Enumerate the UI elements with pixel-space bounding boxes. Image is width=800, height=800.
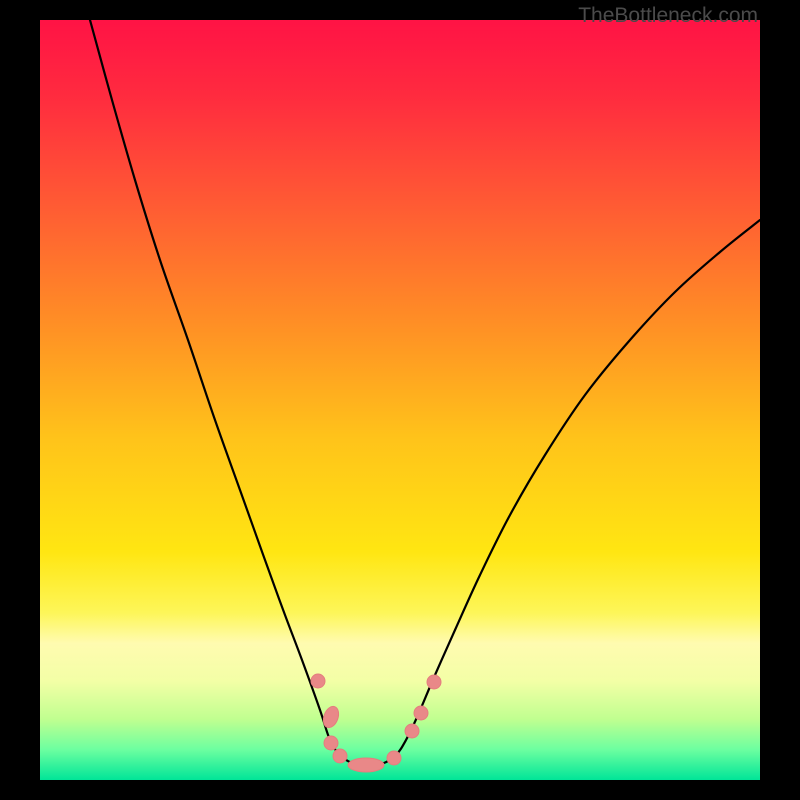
curve-marker — [405, 724, 419, 738]
curve-marker — [324, 736, 338, 750]
watermark-text: TheBottleneck.com — [578, 4, 758, 28]
curve-marker — [427, 675, 441, 689]
curve-marker — [311, 674, 325, 688]
curve-marker — [348, 758, 384, 772]
curve-marker — [414, 706, 428, 720]
gradient-background — [40, 20, 760, 780]
curve-marker — [333, 749, 347, 763]
curve-marker — [387, 751, 401, 765]
